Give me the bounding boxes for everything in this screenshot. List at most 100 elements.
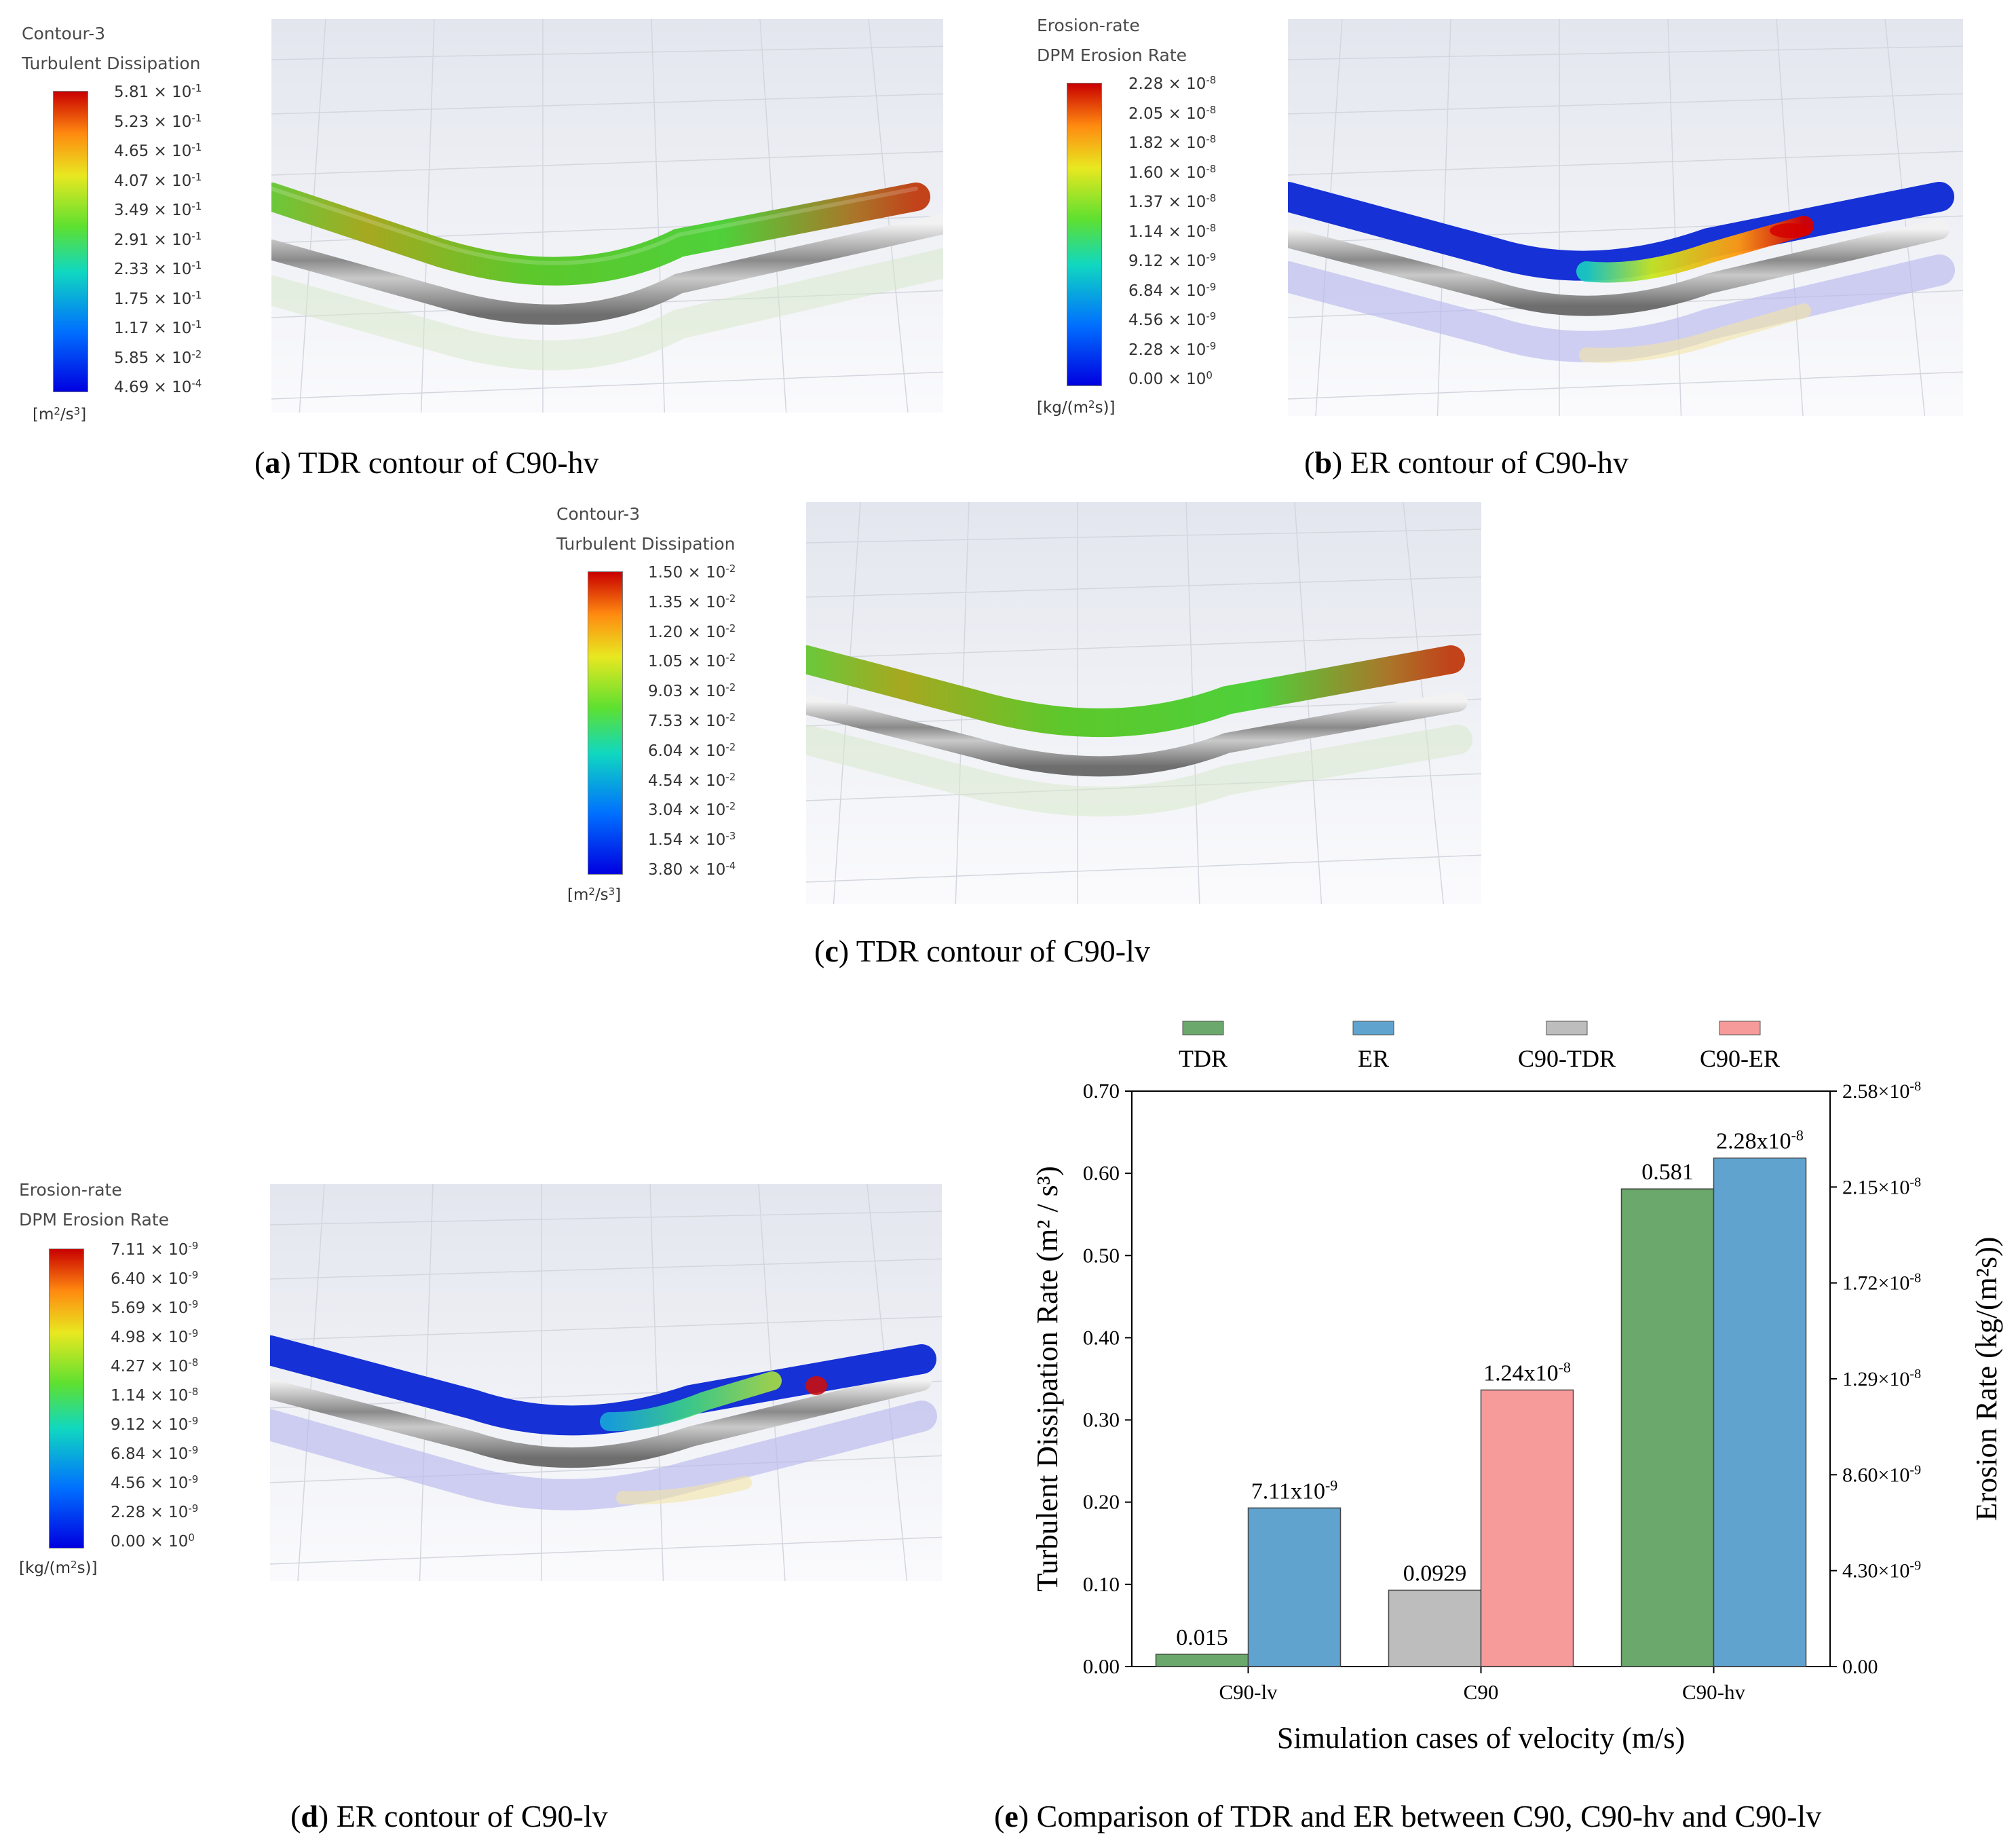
colorbar-tick-label: 1.14 × 10-8	[1128, 221, 1217, 241]
legend-title-line-2: Turbulent Dissipation	[556, 534, 736, 554]
legend-label: ER	[1358, 1045, 1389, 1072]
right-axis-tick-label: 2.15×10-8	[1842, 1175, 1921, 1198]
colorbar-tick-label: 4.98 × 10-9	[111, 1327, 199, 1347]
legend-swatch	[1546, 1021, 1588, 1035]
bar-data-label: 0.0929	[1403, 1561, 1467, 1586]
legend-title-line-2: DPM Erosion Rate	[19, 1210, 170, 1230]
legend-title-line-1: Erosion-rate	[1037, 16, 1140, 35]
pipe-contour-image	[271, 19, 943, 413]
colorbar-tick-label: 6.04 × 10-2	[648, 740, 736, 760]
colorbar-unit: [kg/(m2s)]	[1037, 398, 1116, 417]
colorbar-tick-label: 9.12 × 10-9	[111, 1415, 199, 1434]
left-axis-tick-label: 0.20	[1083, 1490, 1120, 1514]
colorbar-tick-label: 4.27 × 10-8	[111, 1356, 199, 1376]
colorbar-tick-label: 6.40 × 10-9	[111, 1269, 199, 1289]
left-axis-tick-label: 0.30	[1083, 1408, 1120, 1432]
colorbar-tick-label: 1.14 × 10-8	[111, 1386, 199, 1405]
colorbar-tick-label: 2.33 × 10-1	[114, 259, 202, 279]
colorbar-tick-label: 1.20 × 10-2	[648, 622, 736, 641]
legend-title-line-2: DPM Erosion Rate	[1037, 45, 1187, 65]
colorbar-tick-label: 2.28 × 10-9	[111, 1502, 199, 1522]
colorbar-tick-label: 1.60 × 10-8	[1128, 162, 1217, 182]
colorbar	[49, 1249, 84, 1548]
x-axis-label: Simulation cases of velocity (m/s)	[1277, 1722, 1685, 1755]
pipe-contour-image	[806, 502, 1481, 904]
colorbar-tick-label: 3.80 × 10-4	[648, 860, 736, 879]
colorbar-tick-label: 1.75 × 10-1	[114, 288, 202, 308]
colorbar-tick-label: 4.69 × 10-4	[114, 377, 202, 397]
colorbar-tick-label: 3.49 × 10-1	[114, 200, 202, 220]
colorbar-tick-label: 4.54 × 10-2	[648, 770, 736, 790]
colorbar-tick-label: 1.82 × 10-8	[1128, 133, 1217, 153]
left-axis-tick-label: 0.60	[1083, 1161, 1120, 1185]
colorbar-tick-label: 0.00 × 100	[111, 1532, 195, 1551]
right-axis-tick-label: 4.30×10-9	[1842, 1559, 1921, 1582]
legend-title-line-1: Contour-3	[22, 24, 106, 43]
colorbar-tick-label: 6.84 × 10-9	[1128, 280, 1217, 300]
legend-title-line-1: Erosion-rate	[19, 1180, 122, 1200]
legend-swatch	[1719, 1021, 1761, 1035]
comparison-bar-chart: TDR ER C90-TDR C90-ER 0.00 0.10 0.20 0.30 0.40 0.…	[1031, 1021, 2003, 1755]
caption: (e) Comparison of TDR and ER between C90…	[994, 1799, 1822, 1833]
bar-C90-lv-TDR	[1155, 1654, 1249, 1667]
bar-C90-C90-ER	[1480, 1389, 1574, 1667]
colorbar-tick-label: 7.11 × 10-9	[111, 1240, 199, 1259]
colorbar-tick-label: 0.00 × 100	[1128, 369, 1213, 389]
colorbar-tick-label: 2.05 × 10-8	[1128, 103, 1217, 123]
bar-data-label: 0.015	[1176, 1625, 1228, 1650]
colorbar-tick-label: 1.54 × 10-3	[648, 830, 736, 850]
colorbar-tick-label: 1.50 × 10-2	[648, 563, 736, 582]
pipe-render	[270, 1184, 942, 1581]
colorbar-unit: [m2/s3]	[567, 886, 622, 904]
right-axis-tick-label: 2.58×10-8	[1842, 1079, 1921, 1103]
bar-C90-lv-ER	[1247, 1507, 1342, 1667]
legend-title-line-1: Contour-3	[556, 504, 641, 524]
x-axis-tick-label: C90-hv	[1682, 1680, 1746, 1704]
bar-data-label: 7.11x10-9	[1251, 1477, 1338, 1504]
colorbar-tick-label: 4.07 × 10-1	[114, 170, 202, 190]
colorbar-tick-label: 1.35 × 10-2	[648, 592, 736, 611]
colorbar-tick-label: 5.85 × 10-2	[114, 347, 202, 367]
bar-C90-hv-ER	[1713, 1157, 1807, 1667]
bar-data-label: 0.581	[1641, 1160, 1694, 1185]
pipe-render	[271, 19, 943, 413]
caption: (d) ER contour of C90-lv	[290, 1799, 608, 1833]
colorbar-tick-label: 9.03 × 10-2	[648, 681, 736, 701]
legend-label: TDR	[1179, 1045, 1228, 1072]
colorbar-tick-label: 9.12 × 10-9	[1128, 251, 1217, 271]
colorbar	[53, 91, 88, 392]
caption: (c) TDR contour of C90-lv	[814, 934, 1150, 968]
colorbar-tick-label: 3.04 × 10-2	[648, 800, 736, 820]
colorbar-tick-label: 1.37 × 10-8	[1128, 192, 1217, 212]
x-axis-tick-label: C90	[1464, 1680, 1499, 1704]
legend-title-line-2: Turbulent Dissipation	[22, 54, 201, 73]
left-axis-tick-label: 0.10	[1083, 1572, 1120, 1596]
colorbar	[1067, 83, 1102, 386]
colorbar-tick-label: 5.69 × 10-9	[111, 1298, 199, 1318]
right-axis-tick-label: 0.00	[1842, 1656, 1878, 1678]
colorbar-tick-label: 6.84 × 10-9	[111, 1444, 199, 1464]
right-axis-tick-label: 1.72×10-8	[1842, 1271, 1921, 1295]
colorbar-tick-label: 2.28 × 10-8	[1128, 74, 1217, 94]
bar-data-label: 2.28x10-8	[1716, 1126, 1804, 1154]
colorbar-unit: [m2/s3]	[33, 405, 87, 423]
legend-swatch	[1352, 1021, 1394, 1035]
colorbar-tick-label: 1.05 × 10-2	[648, 651, 736, 671]
caption: (a) TDR contour of C90-hv	[254, 445, 599, 480]
right-axis-tick-label: 1.29×10-8	[1842, 1367, 1921, 1390]
pipe-contour-image	[1288, 19, 1963, 416]
caption: (b) ER contour of C90-hv	[1304, 445, 1629, 480]
legend-label: C90-TDR	[1518, 1045, 1616, 1072]
colorbar-tick-label: 4.56 × 10-9	[111, 1473, 199, 1493]
pipe-contour-image	[270, 1184, 942, 1581]
left-axis-tick-label: 0.70	[1083, 1079, 1120, 1103]
colorbar-tick-label: 5.23 × 10-1	[114, 111, 202, 131]
colorbar	[588, 571, 623, 875]
colorbar-tick-label: 4.65 × 10-1	[114, 141, 202, 161]
colorbar-tick-label: 7.53 × 10-2	[648, 711, 736, 731]
right-axis-tick-label: 8.60×10-9	[1842, 1462, 1921, 1486]
left-axis-tick-label: 0.50	[1083, 1243, 1120, 1267]
left-axis-tick-label: 0.00	[1083, 1654, 1120, 1678]
colorbar-tick-label: 2.91 × 10-1	[114, 229, 202, 249]
bar-C90-C90-TDR	[1388, 1589, 1482, 1667]
